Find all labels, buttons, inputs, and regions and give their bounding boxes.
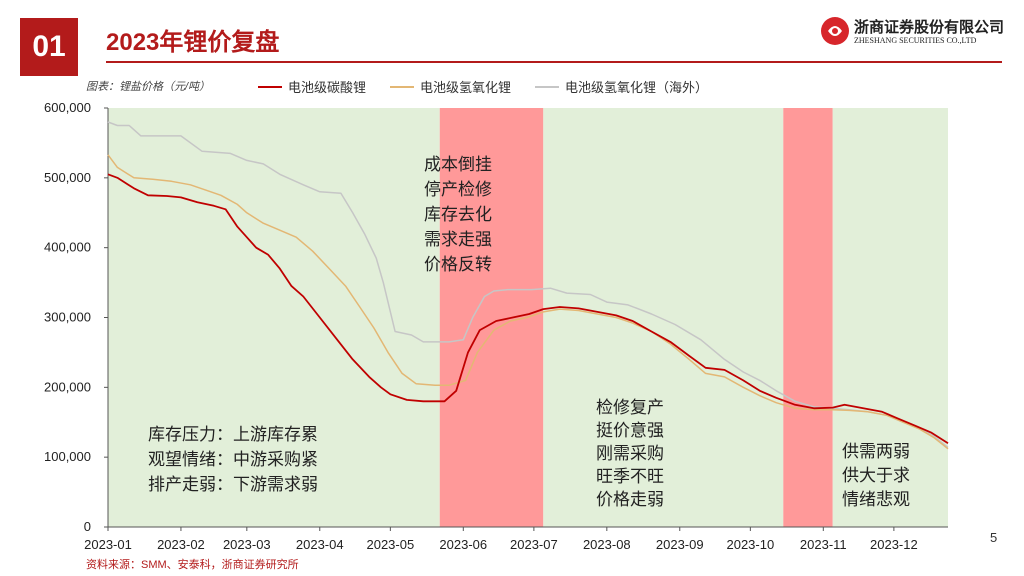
phase-band-4: [832, 108, 948, 527]
annotation-0-line-4: 价格反转: [424, 255, 492, 275]
company-logo: 浙商证券股份有限公司 ZHESHANG SECURITIES CO.,LTD: [820, 14, 1010, 56]
annotation-2-line-3: 旺季不旺: [596, 467, 664, 487]
series-line-0: [107, 173, 949, 444]
annotation-3-line-0: 供需两弱: [842, 442, 910, 462]
annotation-3-line-2: 情绪悲观: [842, 490, 910, 510]
y-tick-label-3: 300,000: [44, 310, 91, 325]
legend-item-lioh-overseas: 电池级氢氧化锂（海外）: [535, 77, 708, 96]
annotation-2-line-4: 价格走弱: [596, 490, 664, 510]
y-tick-label-0: 0: [84, 519, 91, 534]
annotation-1-line-2: 排产走弱：下游需求弱: [148, 475, 318, 495]
slide-title: 2023年锂价复盘: [106, 29, 280, 56]
logo-name-cn: 浙商证券股份有限公司: [854, 19, 1005, 36]
data-source: 资料来源：SMM、安泰科，浙商证券研究所: [86, 559, 299, 571]
chart-legend: 电池级碳酸锂 电池级氢氧化锂 电池级氢氧化锂（海外）: [258, 77, 708, 96]
legend-label-lioh-overseas: 电池级氢氧化锂（海外）: [565, 80, 709, 95]
x-tick-label-2: 2023-03: [223, 537, 271, 552]
x-tick-label-4: 2023-05: [366, 537, 414, 552]
legend-swatch-lce: [258, 85, 282, 88]
x-tick-label-8: 2023-09: [656, 537, 704, 552]
legend-item-lce: 电池级碳酸锂: [258, 77, 366, 96]
legend-swatch-lioh-overseas: [535, 85, 560, 88]
x-tick-label-11: 2023-12: [870, 537, 918, 552]
annotation-0-line-2: 库存去化: [424, 205, 492, 225]
y-tick-label-4: 400,000: [44, 240, 91, 255]
annotation-3-line-1: 供大于求: [842, 466, 910, 486]
x-tick-label-10: 2023-11: [800, 537, 847, 552]
annotation-1-line-0: 库存压力：上游库存累: [148, 425, 318, 445]
annotation-1-line-1: 观望情绪：中游采购紧: [148, 450, 318, 470]
legend-item-lioh: 电池级氢氧化锂: [390, 77, 511, 96]
y-tick-label-2: 200,000: [44, 379, 91, 394]
x-tick-label-6: 2023-07: [510, 537, 558, 552]
x-tick-label-3: 2023-04: [296, 537, 344, 552]
phase-band-3: [783, 108, 833, 527]
annotation-2-line-2: 刚需采购: [596, 444, 664, 464]
phase-band-2: [543, 108, 784, 527]
x-tick-label-7: 2023-08: [583, 537, 631, 552]
y-tick-label-5: 500,000: [44, 170, 91, 185]
annotation-2-line-0: 检修复产: [596, 398, 664, 418]
x-tick-label-9: 2023-10: [726, 537, 774, 552]
chart-note: 图表：锂盐价格（元/吨）: [86, 81, 211, 93]
x-tick-label-0: 2023-01: [84, 537, 132, 552]
legend-swatch-lioh: [390, 85, 415, 88]
y-tick-label-1: 100,000: [44, 449, 91, 464]
y-tick-label-6: 600,000: [44, 100, 91, 115]
page-number: 5: [990, 530, 998, 545]
annotation-0-line-1: 停产检修: [424, 180, 492, 200]
series-line-2: [107, 121, 949, 448]
annotation-0-line-0: 成本倒挂: [424, 155, 492, 175]
legend-label-lioh: 电池级氢氧化锂: [420, 80, 512, 95]
x-tick-label-5: 2023-06: [439, 537, 487, 552]
title-divider: [106, 61, 1002, 63]
x-tick-label-1: 2023-02: [157, 537, 205, 552]
logo-mark-icon: [821, 17, 849, 45]
annotation-2-line-1: 挺价意强: [596, 421, 664, 441]
logo-name-en: ZHESHANG SECURITIES CO.,LTD: [854, 36, 977, 45]
annotation-0-line-3: 需求走强: [424, 230, 492, 250]
series-line-1: [107, 154, 949, 450]
slide-number: 01: [20, 18, 78, 76]
legend-label-lce: 电池级碳酸锂: [288, 80, 367, 95]
phase-band-0: [108, 108, 440, 527]
